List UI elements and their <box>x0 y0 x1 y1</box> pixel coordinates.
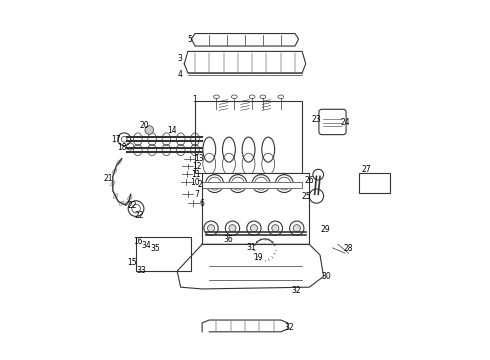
Text: 32: 32 <box>285 323 294 332</box>
Text: 19: 19 <box>253 253 263 262</box>
Ellipse shape <box>293 225 300 232</box>
Text: 31: 31 <box>246 243 256 252</box>
Ellipse shape <box>250 225 258 232</box>
Text: 34: 34 <box>142 240 151 249</box>
Polygon shape <box>184 51 306 73</box>
Ellipse shape <box>145 126 153 134</box>
Text: 18: 18 <box>117 143 126 152</box>
Text: 28: 28 <box>344 244 353 253</box>
Polygon shape <box>192 33 298 46</box>
Text: 21: 21 <box>104 174 113 183</box>
Text: 17: 17 <box>111 135 121 144</box>
Text: 26: 26 <box>304 176 314 185</box>
Text: 20: 20 <box>139 121 149 130</box>
Polygon shape <box>202 182 302 188</box>
Text: 33: 33 <box>137 266 147 275</box>
Text: 16: 16 <box>133 237 143 246</box>
Text: 1: 1 <box>192 95 196 104</box>
Ellipse shape <box>207 225 215 232</box>
Ellipse shape <box>229 225 236 232</box>
Polygon shape <box>202 320 288 332</box>
Text: 6: 6 <box>200 199 204 208</box>
Text: 7: 7 <box>195 190 199 199</box>
Bar <box>136 237 192 271</box>
Text: 27: 27 <box>362 165 371 174</box>
Text: 11: 11 <box>191 170 201 179</box>
Text: 15: 15 <box>128 258 137 267</box>
Text: 3: 3 <box>177 54 182 63</box>
Text: 10: 10 <box>191 177 200 186</box>
Text: 30: 30 <box>321 272 331 281</box>
Bar <box>195 102 302 173</box>
Text: 35: 35 <box>151 244 161 253</box>
Text: 5: 5 <box>187 35 192 44</box>
Ellipse shape <box>272 225 279 232</box>
Text: 2: 2 <box>198 180 203 189</box>
Text: 22: 22 <box>128 201 137 210</box>
Polygon shape <box>177 244 323 289</box>
Text: 14: 14 <box>167 126 176 135</box>
Polygon shape <box>202 173 309 244</box>
Text: 36: 36 <box>223 235 233 244</box>
Text: 25: 25 <box>302 192 312 201</box>
Text: 29: 29 <box>320 225 330 234</box>
Text: 13: 13 <box>194 154 203 163</box>
Text: 12: 12 <box>192 162 201 171</box>
Text: 4: 4 <box>177 70 182 79</box>
Bar <box>359 173 390 193</box>
Text: 22: 22 <box>135 211 145 220</box>
Text: 24: 24 <box>340 118 350 127</box>
Text: 23: 23 <box>312 115 321 124</box>
Text: 32: 32 <box>291 285 301 294</box>
